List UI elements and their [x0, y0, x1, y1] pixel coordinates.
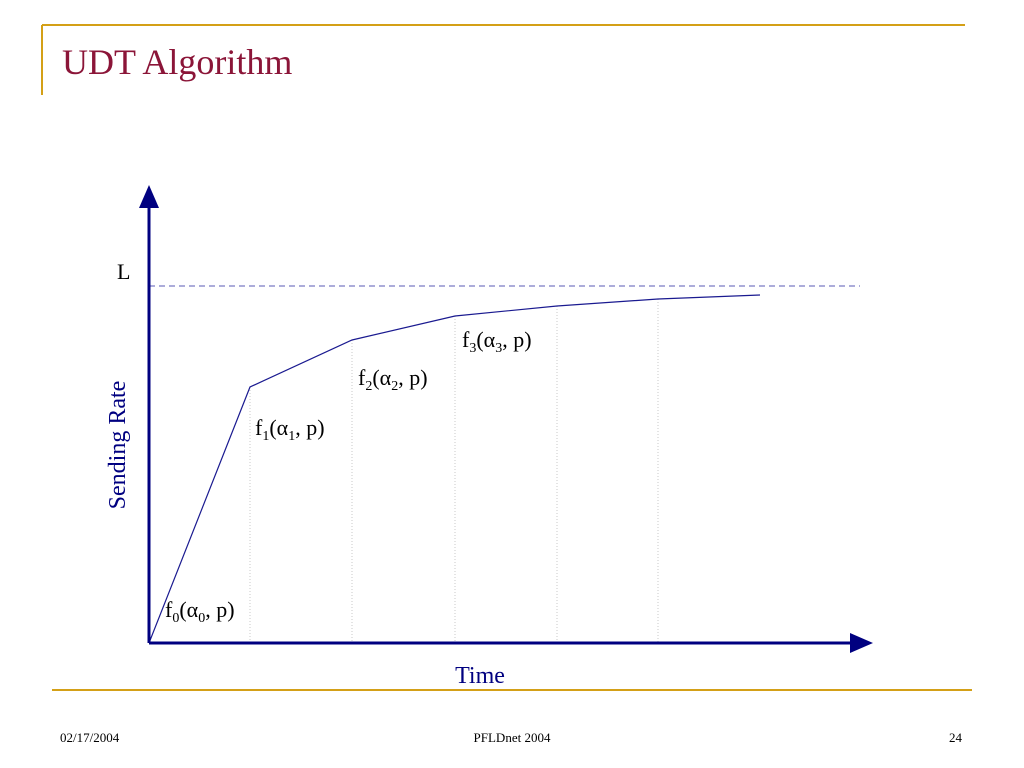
y-arrow — [139, 185, 159, 208]
label-text: f — [358, 365, 366, 390]
x-arrow — [850, 633, 873, 653]
segment-label: f2(α2, p) — [358, 365, 428, 394]
segment-label: f0(α0, p) — [165, 597, 235, 626]
page-number: 24 — [949, 730, 963, 745]
segment-label: f3(α3, p) — [462, 327, 532, 356]
slide-title: UDT Algorithm — [62, 42, 292, 82]
label-text: , p) — [502, 327, 531, 352]
label-text: (α — [179, 597, 198, 622]
subscript: 2 — [365, 379, 372, 394]
label-text: (α — [372, 365, 391, 390]
label-text: (α — [476, 327, 495, 352]
rate-curve — [148, 294, 761, 644]
label-text: , p) — [205, 597, 234, 622]
y-axis-label: Sending Rate — [105, 381, 131, 510]
subscript: 3 — [495, 341, 502, 356]
subscript: 2 — [391, 379, 398, 394]
subscript: 0 — [198, 611, 205, 626]
subscript: 1 — [262, 429, 269, 444]
label-text: f — [255, 415, 263, 440]
label-text: , p) — [398, 365, 427, 390]
footer-title: PFLDnet 2004 — [474, 730, 551, 745]
subscript: 3 — [469, 341, 476, 356]
footer-date: 02/17/2004 — [60, 730, 120, 745]
label-text: f — [462, 327, 470, 352]
x-axis-label: Time — [455, 663, 505, 689]
subscript: 0 — [172, 611, 179, 626]
segment-labels: f0(α0, p)f1(α1, p)f2(α2, p)f3(α3, p) — [165, 327, 532, 626]
label-text: , p) — [295, 415, 324, 440]
label-text: f — [165, 597, 173, 622]
label-text: (α — [269, 415, 288, 440]
guides — [249, 299, 659, 643]
chart: L Sending Rate Time f0(α0, p)f1(α1, p)f2… — [105, 185, 873, 689]
subscript: 1 — [288, 429, 295, 444]
limit-label: L — [117, 259, 130, 284]
segment-label: f1(α1, p) — [255, 415, 325, 444]
